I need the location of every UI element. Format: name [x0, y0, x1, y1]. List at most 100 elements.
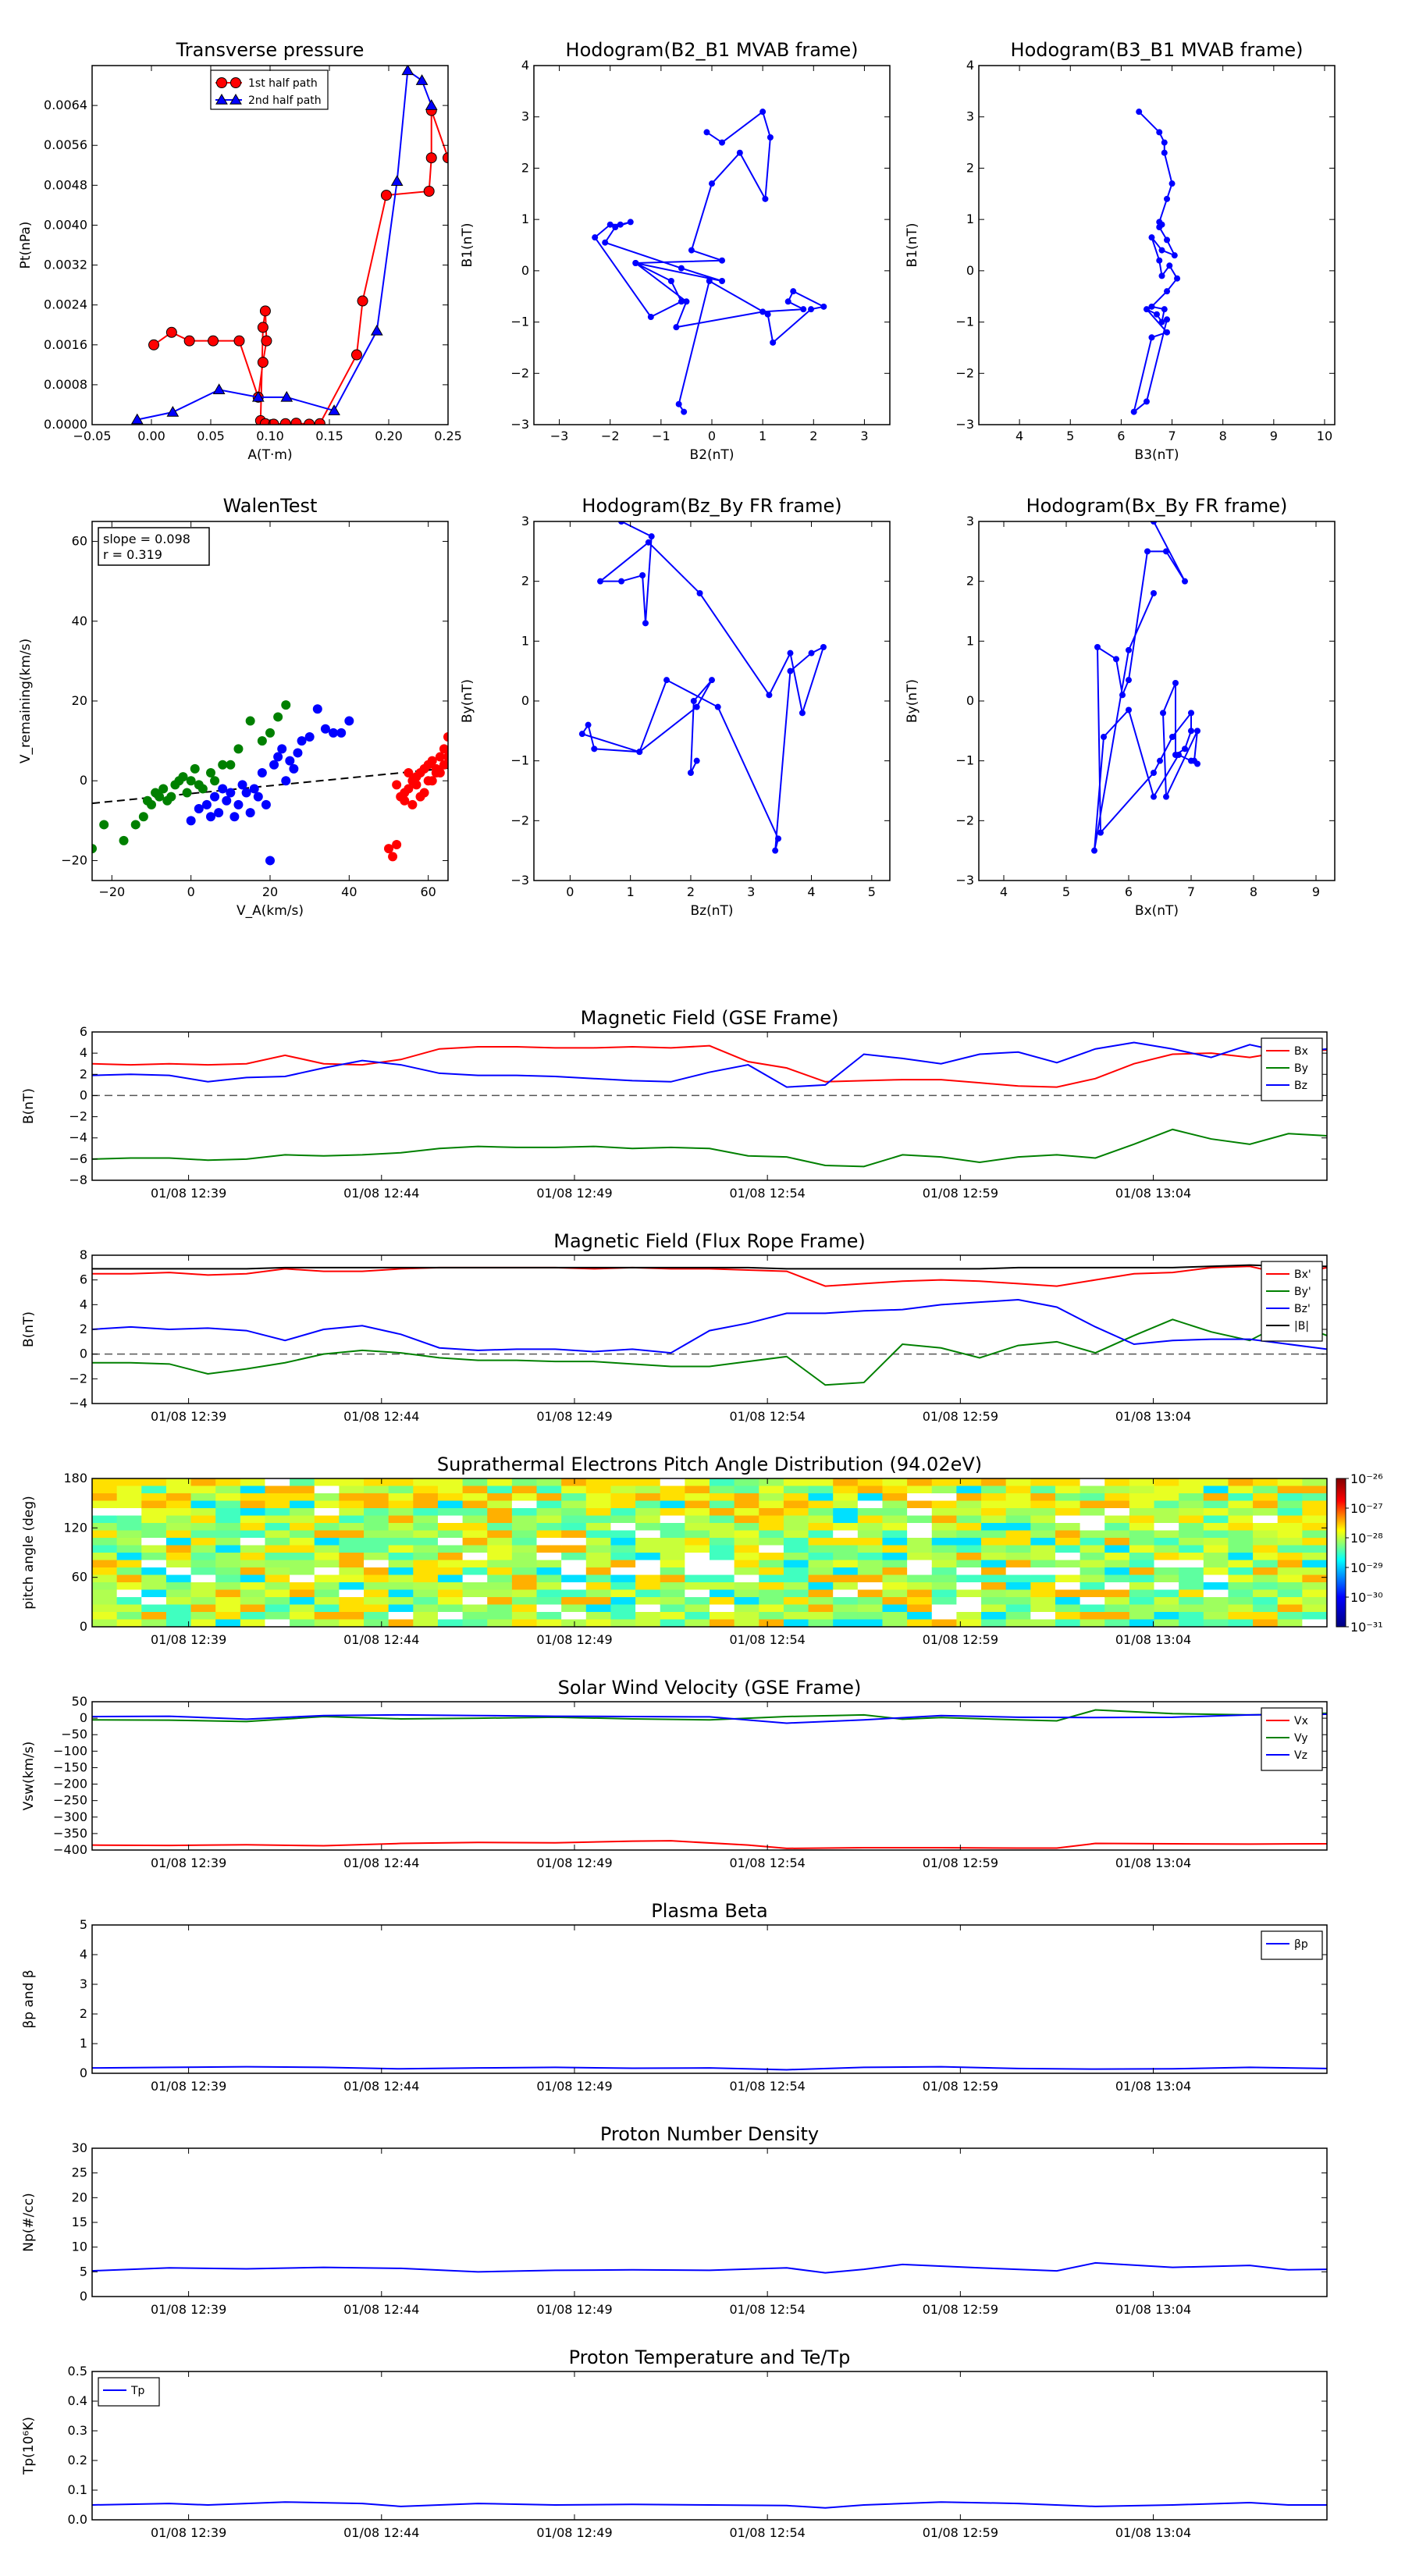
hodogram-bx-by-ytick-label: 2	[966, 574, 974, 589]
pad-cell	[561, 1553, 587, 1561]
hodogram-b3-b1-ytick-label: 1	[966, 212, 974, 226]
pad-cell	[931, 1538, 957, 1546]
pad-cell	[1277, 1478, 1303, 1487]
temp-frame	[91, 2371, 1328, 2521]
pad-cell	[833, 1493, 859, 1502]
pad-cell	[585, 1515, 612, 1524]
pad-cell	[1253, 1530, 1279, 1539]
pad-cell	[660, 1530, 685, 1539]
hodogram-b2-b1-point	[678, 298, 685, 305]
transverse-pressure-legend-marker	[216, 77, 227, 88]
pad-cell	[190, 1589, 216, 1598]
pad-cell	[956, 1523, 982, 1532]
pad-xtick-label: 01/08 12:54	[730, 1632, 806, 1647]
pad-cell	[734, 1604, 759, 1613]
walen-test-point-green	[92, 844, 97, 854]
pad-cell	[314, 1604, 340, 1613]
mag-gse-frame	[91, 1031, 1328, 1181]
pad-cell	[314, 1553, 340, 1561]
transverse-pressure-legend-label: 2nd half path	[248, 94, 322, 107]
pad-cell	[759, 1515, 784, 1524]
pad-cell	[1005, 1582, 1031, 1591]
hodogram-bz-by-title: Hodogram(Bz_By FR frame)	[582, 495, 841, 517]
vsw-ytick-label: −350	[53, 1826, 87, 1841]
pad-cell	[585, 1604, 612, 1613]
hodogram-b2-b1-point	[606, 221, 614, 228]
pad-cell	[364, 1567, 389, 1576]
pad-cell	[1104, 1538, 1130, 1546]
pad-cell	[956, 1612, 982, 1621]
pad-cell	[931, 1589, 957, 1598]
hodogram-bx-by-frame	[978, 521, 1336, 881]
pad-cell	[388, 1604, 414, 1613]
walen-test-point-red	[411, 780, 422, 790]
transverse-pressure-marker-blue	[212, 383, 226, 395]
pad-cell	[364, 1589, 389, 1598]
transverse-pressure-xtick-label: 0.00	[137, 429, 165, 443]
pad-cell	[1154, 1582, 1179, 1591]
pad-cell	[290, 1478, 315, 1487]
pad-cell	[339, 1612, 365, 1621]
walen-test-point-green	[119, 835, 129, 845]
hodogram-b3-b1-ylabel: B1(nT)	[905, 223, 920, 268]
pad-cell	[1030, 1500, 1056, 1509]
pad-cell	[783, 1478, 809, 1487]
pad-cell	[487, 1597, 513, 1606]
pad-cell	[857, 1478, 884, 1487]
pad-cell	[610, 1560, 636, 1568]
hodogram-b2-b1-point	[759, 308, 767, 315]
pad-cell	[1080, 1478, 1105, 1487]
hodogram-b2-b1-point	[719, 278, 726, 284]
walen-test-point-red	[435, 752, 445, 762]
hodogram-bx-by-point	[1101, 734, 1107, 740]
hodogram-bx-by-point	[1182, 578, 1188, 585]
pad-cell	[981, 1485, 1007, 1494]
pad-panel: 10⁻²⁶10⁻²⁷10⁻²⁸10⁻²⁹10⁻³⁰10⁻³¹Supratherm…	[21, 1453, 1383, 1647]
pad-cell	[882, 1538, 908, 1546]
pad-cell	[833, 1485, 859, 1494]
hodogram-bz-by-point	[663, 677, 670, 684]
hodogram-bx-by-point	[1194, 760, 1200, 767]
pad-title: Suprathermal Electrons Pitch Angle Distr…	[437, 1453, 982, 1475]
pad-cell	[240, 1560, 266, 1568]
pad-cell	[290, 1538, 315, 1546]
pad-cell	[585, 1545, 612, 1553]
pad-cell	[116, 1574, 142, 1583]
pad-cell	[1080, 1582, 1105, 1591]
pad-cell	[1203, 1597, 1229, 1606]
pad-cell	[1104, 1523, 1130, 1532]
beta-xtick-label: 01/08 12:49	[536, 2079, 612, 2094]
density-title: Proton Number Density	[600, 2123, 819, 2145]
walen-test-ytick-label: 40	[72, 614, 87, 628]
pad-cell	[141, 1612, 167, 1621]
pad-cell	[165, 1553, 192, 1561]
pad-cell	[116, 1553, 142, 1561]
pad-cell	[364, 1538, 389, 1546]
hodogram-bx-by-point	[1163, 548, 1169, 555]
hodogram-bz-by-ytick-label: 1	[521, 633, 529, 648]
walen-test-annotation-box	[98, 527, 210, 566]
pad-cell	[1203, 1619, 1229, 1627]
pad-cell	[215, 1493, 241, 1502]
hodogram-bx-by-point	[1151, 590, 1157, 596]
pad-cell	[857, 1523, 884, 1532]
walen-test-point-green	[233, 744, 244, 754]
hodogram-b2-b1-point	[762, 195, 769, 202]
pad-cell	[1154, 1589, 1179, 1598]
pad-cell	[1154, 1574, 1179, 1583]
pad-cell	[364, 1515, 389, 1524]
beta-xtick-label: 01/08 12:59	[923, 2079, 998, 2094]
hodogram-bx-by-xlabel: Bx(nT)	[1135, 903, 1179, 919]
pad-cell	[561, 1604, 587, 1613]
density-ytick-label: 30	[72, 2140, 87, 2155]
pad-cell	[215, 1515, 241, 1524]
hodogram-b3-b1-point	[1143, 398, 1150, 405]
pad-cell	[141, 1485, 167, 1494]
pad-cell	[1030, 1530, 1056, 1539]
transverse-pressure-ytick-label: 0.0008	[44, 377, 87, 392]
pad-cell	[907, 1597, 933, 1606]
pad-cell	[511, 1612, 538, 1621]
pad-cell	[685, 1523, 710, 1532]
pad-cell	[536, 1582, 562, 1591]
